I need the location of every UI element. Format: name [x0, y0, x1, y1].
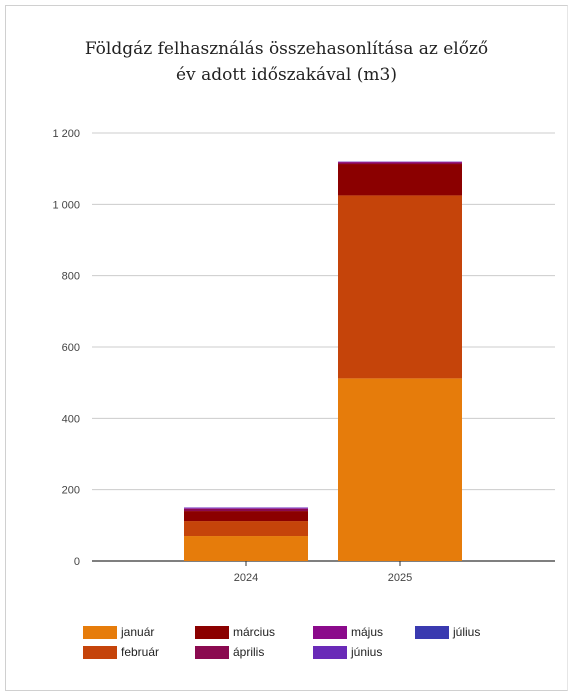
- legend-item: június: [313, 645, 382, 659]
- legend-swatch: [195, 625, 229, 639]
- bar-segment: [338, 161, 462, 163]
- legend-label: március: [233, 625, 276, 639]
- bar-segment: [184, 507, 308, 509]
- chart-frame: [5, 5, 568, 691]
- legend-item: május: [313, 625, 383, 639]
- legend-item: április: [195, 645, 264, 659]
- chart-title-line-1: Földgáz felhasználás összehasonlítása az…: [84, 39, 489, 59]
- legend-label: június: [351, 645, 383, 659]
- legend-item: július: [415, 625, 480, 639]
- legend-label: január: [121, 625, 155, 639]
- y-tick-label: 200: [62, 485, 80, 497]
- legend-label: július: [453, 625, 481, 639]
- y-tick-label: 800: [62, 271, 80, 283]
- legend-swatch: [195, 645, 229, 659]
- bar-segment: [338, 162, 462, 165]
- legend-item: március: [195, 625, 275, 639]
- bar-segment: [184, 521, 308, 537]
- x-tick-label: 2024: [234, 572, 258, 584]
- legend-label: február: [121, 645, 160, 659]
- y-tick-label: 1 200: [52, 128, 80, 140]
- chart-title-line-2: év adott időszakával (m3): [176, 65, 397, 85]
- bar-segment: [338, 195, 462, 379]
- legend-item: január: [83, 625, 154, 639]
- y-tick-label: 1 000: [52, 199, 80, 211]
- legend-swatch: [415, 625, 449, 639]
- bar-segment: [184, 536, 308, 561]
- y-tick-label: 600: [62, 342, 80, 354]
- legend-swatch: [313, 625, 347, 639]
- bar-segment: [184, 511, 308, 522]
- bar-segment: [338, 378, 462, 561]
- bar-segment: [184, 508, 308, 512]
- legend-swatch: [83, 625, 117, 639]
- legend-swatch: [313, 645, 347, 659]
- bar-segment: [338, 164, 462, 196]
- y-tick-label: 0: [74, 556, 80, 568]
- legend-label: május: [351, 625, 384, 639]
- y-tick-label: 400: [62, 413, 80, 425]
- bar-segment: [184, 508, 308, 509]
- x-tick-label: 2025: [388, 572, 412, 584]
- chart-title: Földgáz felhasználás összehasonlítása az…: [0, 36, 573, 88]
- legend-label: április: [233, 645, 265, 659]
- legend-item: február: [83, 645, 159, 659]
- legend-swatch: [83, 645, 117, 659]
